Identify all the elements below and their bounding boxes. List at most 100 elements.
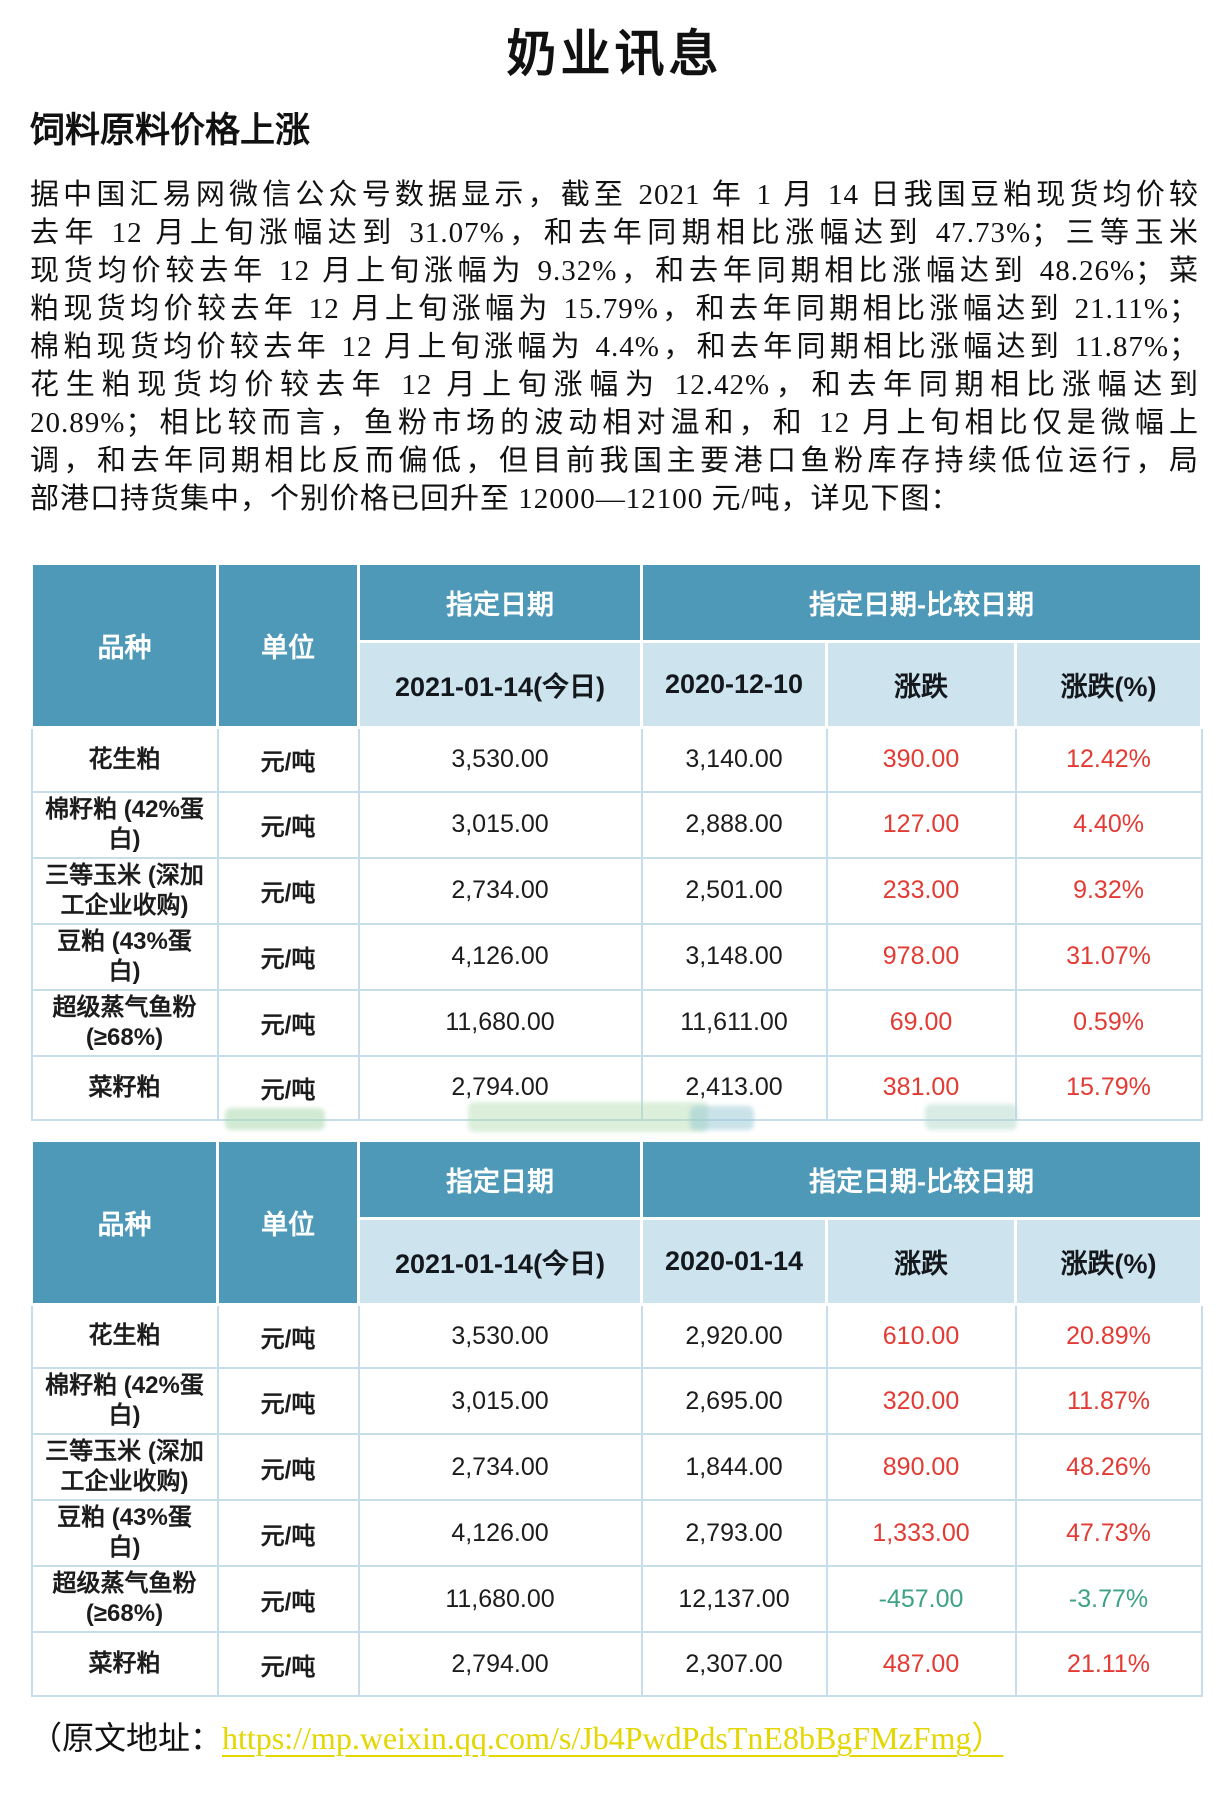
compare-price-cell: 2,501.00 [640, 856, 828, 925]
table-row: 菜籽粕 元/吨 2,794.00 2,307.00 487.00 21.11% [30, 1631, 1203, 1697]
source-prefix: （原文地址： [30, 1720, 223, 1756]
change-cell: 320.00 [825, 1367, 1017, 1435]
table-row: 三等玉米 (深加工企业收购) 元/吨 2,734.00 2,501.00 233.00 9… [30, 856, 1203, 925]
price-table-year-compare: 品种 单位 指定日期 指定日期-比较日期 2021-01-14(今日) 2020-01-1… [30, 1138, 1204, 1697]
change-pct-cell: 21.11% [1014, 1631, 1203, 1697]
col-header-today-date: 2021-01-14(今日) [357, 1216, 643, 1306]
change-pct-cell: 0.59% [1014, 988, 1203, 1057]
table-row: 三等玉米 (深加工企业收购) 元/吨 2,734.00 1,844.00 890.00 4… [30, 1433, 1203, 1501]
compare-price-cell: 2,920.00 [640, 1303, 828, 1369]
compare-price-cell: 1,844.00 [640, 1433, 828, 1501]
change-cell: 390.00 [825, 726, 1017, 793]
page-title: 奶业讯息 [506, 26, 723, 82]
body-paragraph: 据中国汇易网微信公众号数据显示，截至 2021 年 1 月 14 日我国豆粕现货… [30, 176, 1199, 518]
compare-price-cell: 2,888.00 [640, 790, 828, 859]
col-header-unit: 单位 [216, 562, 360, 729]
table-row: 超级蒸气鱼粉 (≥68%) 元/吨 11,680.00 12,137.00 -457.0… [30, 1565, 1203, 1633]
variety-cell: 豆粕 (43%蛋白) [30, 1499, 219, 1567]
unit-cell: 元/吨 [216, 1499, 360, 1567]
price-table: 品种 单位 指定日期 指定日期-比较日期 2021-01-14(今日) 2020-12-1… [30, 562, 1204, 1121]
change-cell: 610.00 [825, 1303, 1017, 1369]
compare-price-cell: 2,695.00 [640, 1367, 828, 1435]
unit-cell: 元/吨 [216, 1367, 360, 1435]
body-line: 现货均价较去年 12 月上旬涨幅为 9.32%，和去年同期相比涨幅达到 48.2… [30, 255, 1199, 287]
body-line: 去年 12 月上旬涨幅达到 31.07%，和去年同期相比涨幅达到 47.73%；… [30, 217, 1199, 249]
unit-cell: 元/吨 [216, 922, 360, 991]
table-row: 超级蒸气鱼粉 (≥68%) 元/吨 11,680.00 11,611.00 69.00 0… [30, 988, 1203, 1057]
col-header-specified-date: 指定日期 [357, 562, 643, 643]
unit-cell: 元/吨 [216, 1303, 360, 1369]
compare-price-cell: 12,137.00 [640, 1565, 828, 1633]
table-row: 菜籽粕 元/吨 2,794.00 2,413.00 381.00 15.79% [30, 1054, 1203, 1121]
change-cell: 69.00 [825, 988, 1017, 1057]
variety-cell: 三等玉米 (深加工企业收购) [30, 856, 219, 925]
change-cell: 487.00 [825, 1631, 1017, 1697]
change-pct-cell: 4.40% [1014, 790, 1203, 859]
change-pct-cell: 47.73% [1014, 1499, 1203, 1567]
change-cell: 1,333.00 [825, 1499, 1017, 1567]
variety-cell: 超级蒸气鱼粉 (≥68%) [30, 988, 219, 1057]
today-price-cell: 3,015.00 [357, 1367, 643, 1435]
variety-cell: 棉籽粕 (42%蛋白) [30, 790, 219, 859]
table-row: 豆粕 (43%蛋白) 元/吨 4,126.00 3,148.00 978.00 31.07… [30, 922, 1203, 991]
col-header-compare-date: 2020-01-14 [640, 1216, 828, 1306]
body-line: 部港口持货集中，个别价格已回升至 12000—12100 元/吨，详见下图： [30, 483, 961, 515]
body-line: 据中国汇易网微信公众号数据显示，截至 2021 年 1 月 14 日我国豆粕现货… [30, 179, 1199, 211]
unit-cell: 元/吨 [216, 1631, 360, 1697]
unit-cell: 元/吨 [216, 1565, 360, 1633]
change-pct-cell: 12.42% [1014, 726, 1203, 793]
compare-price-cell: 3,140.00 [640, 726, 828, 793]
unit-cell: 元/吨 [216, 790, 360, 859]
col-header-unit: 单位 [216, 1138, 360, 1306]
table-row: 花生粕 元/吨 3,530.00 3,140.00 390.00 12.42% [30, 726, 1203, 793]
today-price-cell: 4,126.00 [357, 922, 643, 991]
compare-price-cell: 11,611.00 [640, 988, 828, 1057]
col-header-change-pct: 涨跌(%) [1013, 640, 1204, 729]
source-line: （原文地址：https://mp.weixin.qq.com/s/Jb4PwdP… [30, 1715, 1199, 1761]
section-heading: 饲料原料价格上涨 [30, 111, 311, 150]
unit-cell: 元/吨 [216, 1054, 360, 1121]
price-table-month-compare: 品种 单位 指定日期 指定日期-比较日期 2021-01-14(今日) 2020-12-1… [30, 562, 1204, 1121]
col-header-comparison-group: 指定日期-比较日期 [639, 1138, 1204, 1220]
unit-cell: 元/吨 [216, 856, 360, 925]
variety-cell: 花生粕 [30, 726, 219, 793]
change-cell: 127.00 [825, 790, 1017, 859]
change-pct-cell: 48.26% [1014, 1433, 1203, 1501]
change-pct-cell: 9.32% [1014, 856, 1203, 925]
compare-price-cell: 3,148.00 [640, 922, 828, 991]
today-price-cell: 3,015.00 [357, 790, 643, 859]
col-header-variety: 品种 [30, 562, 219, 729]
today-price-cell: 2,734.00 [357, 856, 643, 925]
variety-cell: 花生粕 [30, 1303, 219, 1369]
table-row: 棉籽粕 (42%蛋白) 元/吨 3,015.00 2,695.00 320.00 11.8… [30, 1367, 1203, 1435]
change-pct-cell: 20.89% [1014, 1303, 1203, 1369]
table-row: 棉籽粕 (42%蛋白) 元/吨 3,015.00 2,888.00 127.00 4.40… [30, 790, 1203, 859]
compare-price-cell: 2,793.00 [640, 1499, 828, 1567]
source-url-link[interactable]: https://mp.weixin.qq.com/s/Jb4PwdPdsTnE8… [222, 1720, 972, 1756]
today-price-cell: 3,530.00 [357, 1303, 643, 1369]
change-cell: 381.00 [825, 1054, 1017, 1121]
col-header-specified-date: 指定日期 [357, 1138, 643, 1220]
col-header-compare-date: 2020-12-10 [640, 640, 828, 729]
change-pct-cell: -3.77% [1014, 1565, 1203, 1633]
change-cell: -457.00 [825, 1565, 1017, 1633]
variety-cell: 菜籽粕 [30, 1631, 219, 1697]
body-line: 花生粕现货均价较去年 12 月上旬涨幅为 12.42%，和去年同期相比涨幅达到 [30, 369, 1199, 401]
change-cell: 233.00 [825, 856, 1017, 925]
col-header-today-date: 2021-01-14(今日) [357, 640, 643, 729]
today-price-cell: 2,734.00 [357, 1433, 643, 1501]
body-line: 调，和去年同期相比反而偏低，但目前我国主要港口鱼粉库存持续低位运行，局 [30, 445, 1199, 477]
price-table: 品种 单位 指定日期 指定日期-比较日期 2021-01-14(今日) 2020-01-1… [30, 1138, 1204, 1697]
col-header-comparison-group: 指定日期-比较日期 [639, 562, 1204, 643]
change-cell: 978.00 [825, 922, 1017, 991]
today-price-cell: 11,680.00 [357, 988, 643, 1057]
compare-price-cell: 2,307.00 [640, 1631, 828, 1697]
unit-cell: 元/吨 [216, 1433, 360, 1501]
variety-cell: 豆粕 (43%蛋白) [30, 922, 219, 991]
today-price-cell: 4,126.00 [357, 1499, 643, 1567]
source-suffix: ） [971, 1720, 1004, 1756]
variety-cell: 菜籽粕 [30, 1054, 219, 1121]
compare-price-cell: 2,413.00 [640, 1054, 828, 1121]
variety-cell: 超级蒸气鱼粉 (≥68%) [30, 1565, 219, 1633]
